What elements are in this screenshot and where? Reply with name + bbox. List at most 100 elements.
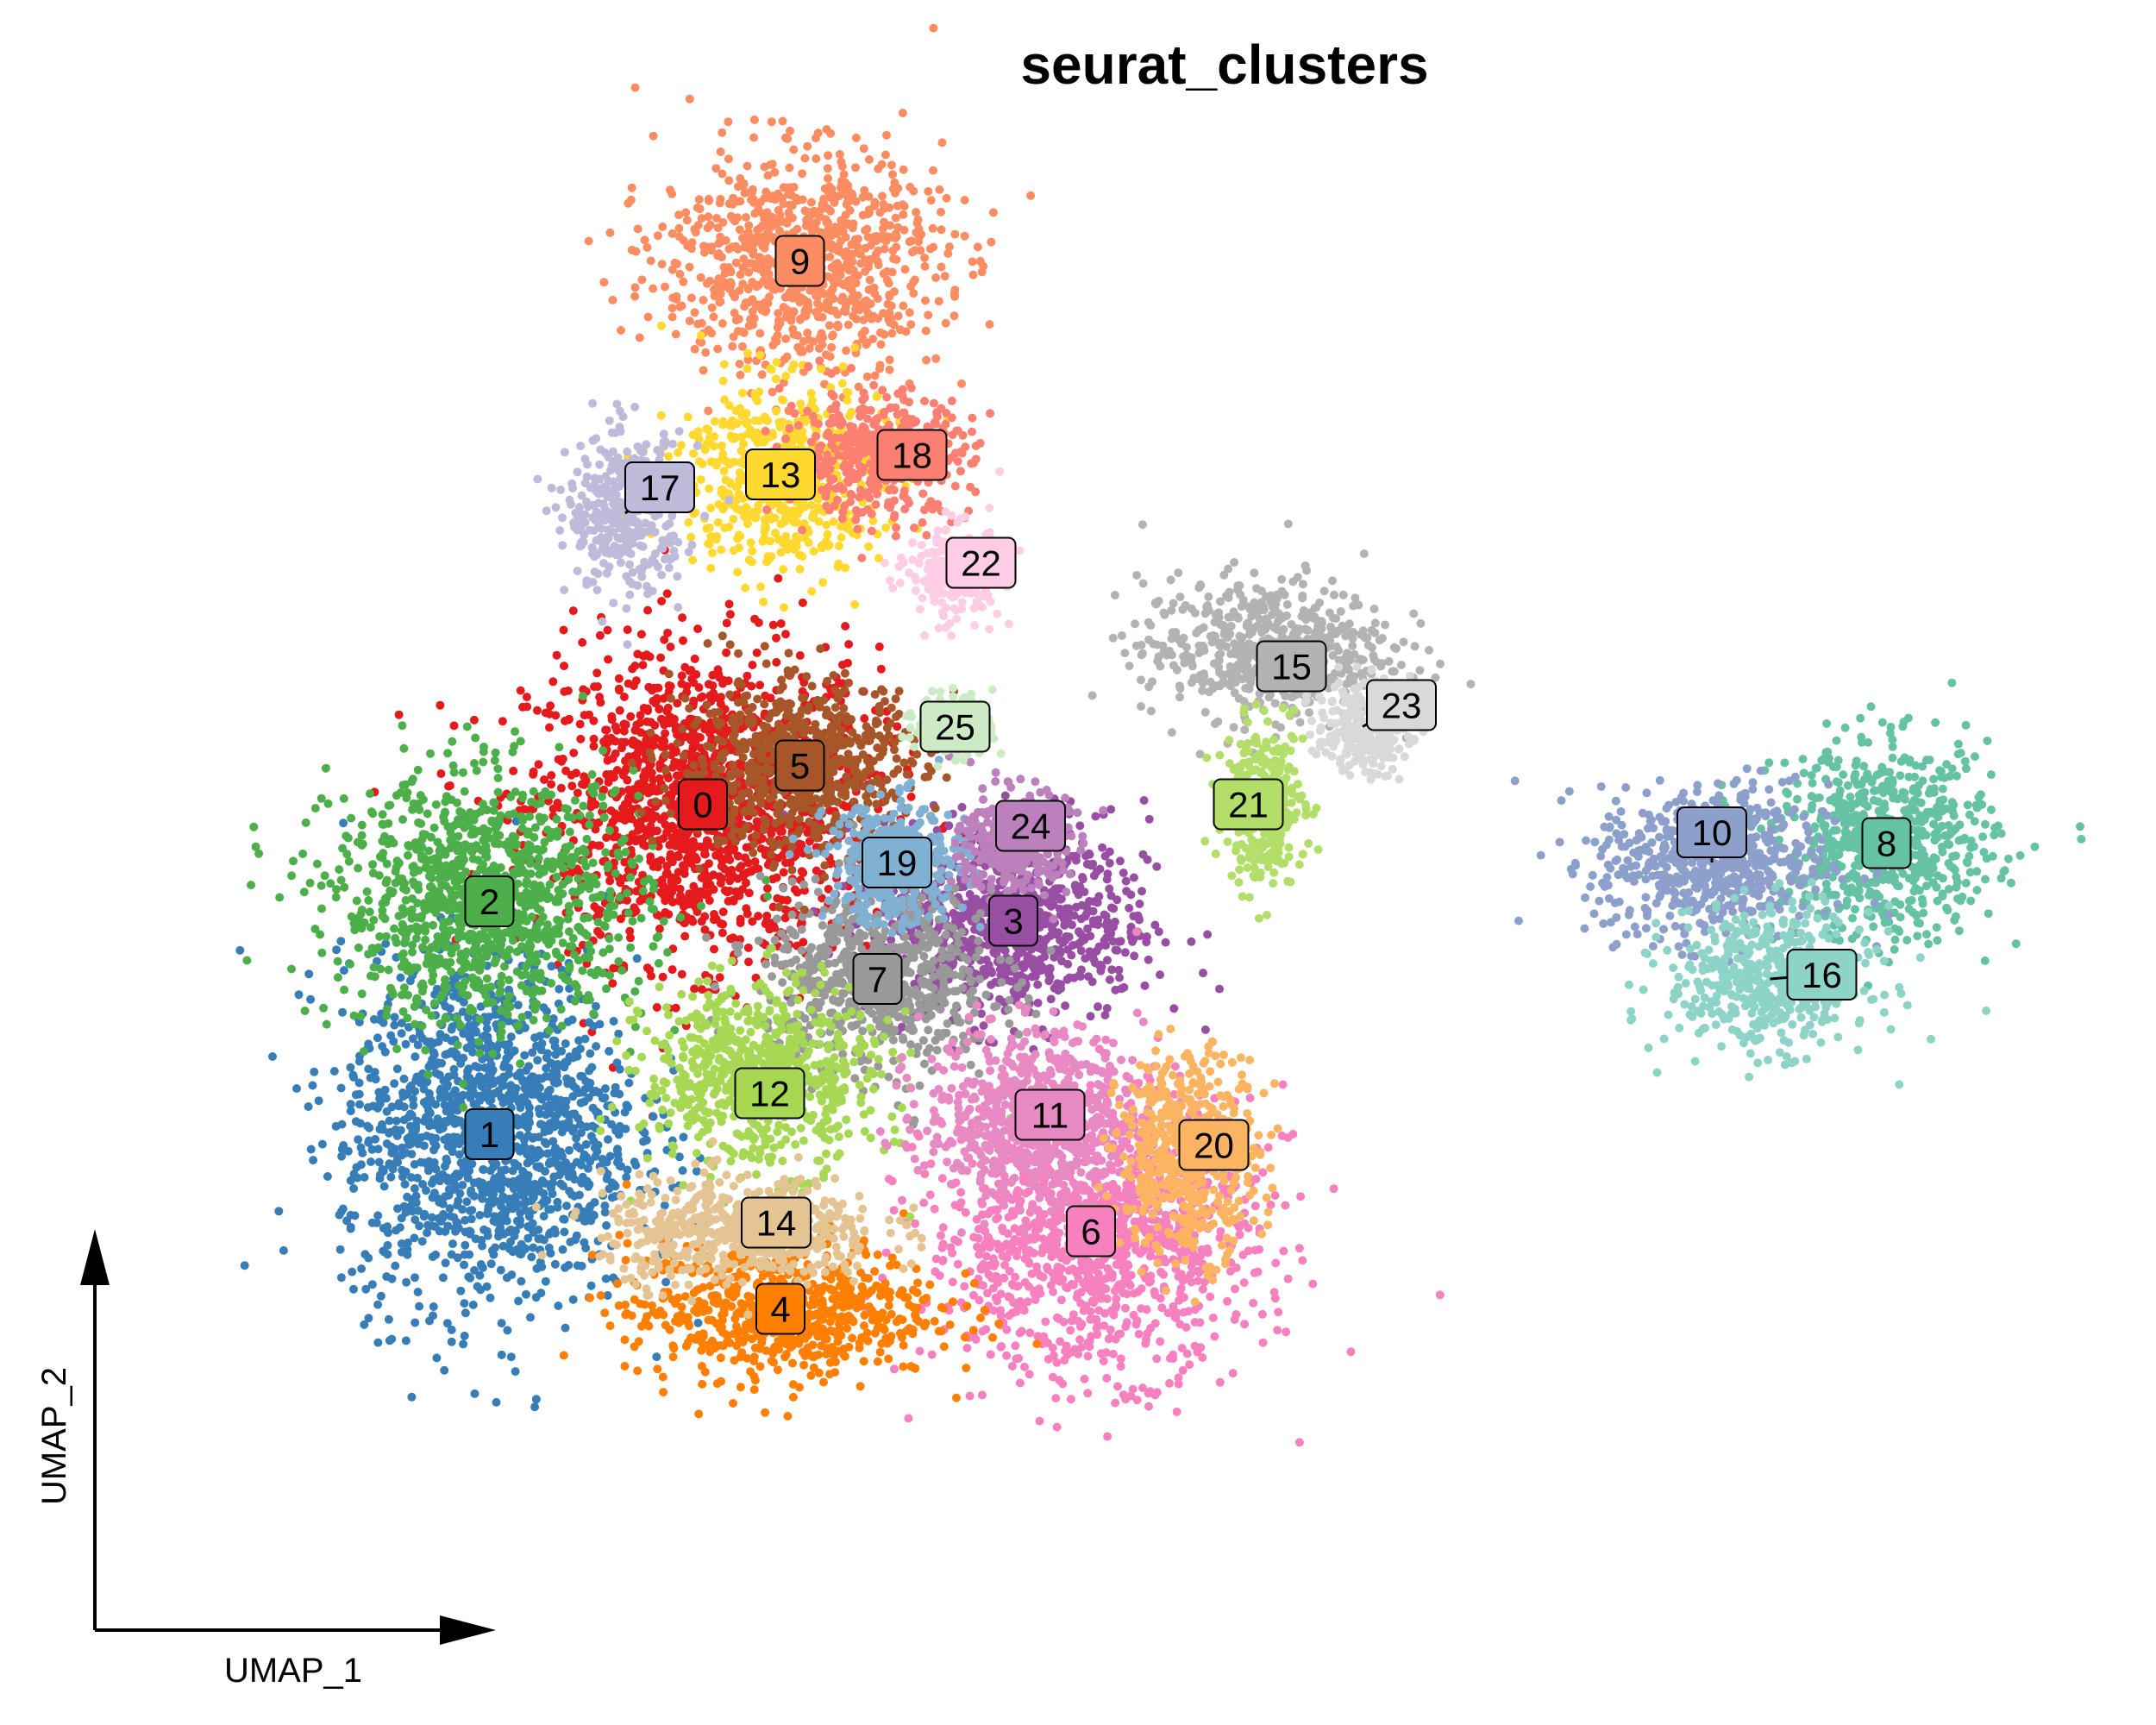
cluster-0-point	[844, 640, 854, 649]
cluster-0-point	[626, 712, 636, 721]
cluster-2-point	[542, 790, 551, 800]
cluster-0-point	[680, 932, 690, 941]
cluster-2-point	[298, 850, 308, 858]
cluster-6-point	[911, 1219, 920, 1228]
cluster-1-point	[497, 1201, 506, 1211]
cluster-0-point	[723, 846, 731, 856]
cluster-0-point	[659, 834, 668, 844]
cluster-1-point	[385, 1336, 394, 1346]
cluster-1-point	[591, 1001, 600, 1011]
cluster-1-point	[382, 1272, 392, 1282]
cluster-6-point	[1052, 1422, 1062, 1432]
cluster-1-point	[547, 1183, 555, 1193]
cluster-0-point	[545, 723, 554, 732]
cluster-1-point	[480, 1063, 490, 1072]
cluster-2-point	[482, 999, 492, 1008]
cluster-1-point	[373, 1033, 382, 1043]
cluster-6-point	[1013, 1302, 1023, 1312]
cluster-0-point	[611, 809, 620, 819]
cluster-2-point	[495, 831, 505, 840]
cluster-2-point	[305, 878, 315, 888]
cluster-6-point	[1174, 1379, 1183, 1389]
cluster-1-point	[380, 1047, 390, 1057]
cluster-2-point	[629, 766, 638, 775]
cluster-2-point	[384, 965, 393, 975]
cluster-0-point	[638, 870, 648, 880]
cluster-6-point	[1112, 1295, 1121, 1303]
cluster-1-point	[455, 1189, 465, 1198]
cluster-6-point	[889, 1206, 899, 1215]
cluster-1-point	[467, 1024, 477, 1033]
cluster-1-point	[568, 1295, 578, 1304]
cluster-1-point	[407, 1173, 416, 1182]
cluster-2-point	[605, 825, 614, 835]
cluster-6-point	[1169, 1350, 1178, 1359]
cluster-6-point	[1080, 1181, 1088, 1190]
cluster-6-point	[1123, 1228, 1132, 1238]
cluster-2-point	[423, 1070, 433, 1079]
cluster-6-point	[1080, 1374, 1089, 1383]
cluster-0-point	[670, 758, 680, 767]
cluster-2-point	[604, 861, 613, 870]
cluster-1-point	[528, 1219, 537, 1228]
cluster-0-point	[841, 622, 850, 630]
cluster-1-point	[379, 1182, 389, 1191]
cluster-1-point	[563, 1017, 573, 1026]
cluster-0-point	[725, 610, 735, 619]
cluster-6-point	[1085, 1284, 1094, 1294]
cluster-1-point	[612, 1058, 622, 1068]
cluster-6-point	[930, 1204, 939, 1214]
cluster-6-point	[999, 1273, 1008, 1283]
cluster-1-point	[422, 1186, 430, 1195]
cluster-0-point	[558, 754, 567, 763]
cluster-1-point	[526, 1157, 536, 1165]
cluster-1-point	[335, 1210, 344, 1220]
cluster-1-point	[462, 1197, 472, 1207]
cluster-1-point	[514, 1296, 523, 1306]
cluster-6-point	[1075, 1335, 1085, 1345]
cluster-1-point	[600, 1208, 610, 1217]
cluster-2-point	[571, 898, 580, 907]
cluster-6-point	[999, 1226, 1008, 1236]
cluster-6-points	[858, 1014, 1445, 1447]
cluster-1-point	[397, 1239, 406, 1248]
cluster-1-point	[586, 1078, 595, 1088]
cluster-2-point	[599, 812, 609, 822]
cluster-1-point	[240, 1261, 249, 1270]
cluster-1-point	[424, 1116, 434, 1126]
cluster-1-point	[397, 1029, 406, 1038]
cluster-1-point	[360, 1320, 369, 1329]
cluster-1-point	[580, 1216, 590, 1226]
cluster-1-point	[339, 819, 348, 828]
cluster-1-point	[563, 1122, 573, 1132]
cluster-0-point	[547, 771, 556, 780]
cluster-6-point	[1005, 1311, 1014, 1320]
cluster-1-point	[393, 1157, 403, 1167]
cluster-1-point	[361, 1284, 371, 1294]
cluster-0-point	[715, 973, 724, 982]
cluster-0-point	[560, 662, 568, 671]
cluster-0-point	[661, 729, 670, 738]
cluster-1-point	[452, 1217, 461, 1226]
cluster-0-point	[615, 706, 624, 715]
cluster-1-point	[337, 1151, 347, 1161]
cluster-1-point	[580, 1034, 590, 1044]
cluster-1-point	[274, 1207, 284, 1216]
cluster-0-point	[716, 879, 725, 888]
cluster-1-point	[482, 1073, 492, 1082]
cluster-1-point	[411, 1215, 420, 1225]
cluster-1-point	[442, 1157, 452, 1166]
cluster-0-point	[522, 693, 531, 702]
cluster-1-point	[447, 1025, 456, 1034]
cluster-6-point	[1043, 1236, 1052, 1245]
cluster-2-point	[474, 1038, 483, 1047]
cluster-0-point	[662, 868, 672, 877]
cluster-6-point	[989, 1306, 999, 1315]
cluster-6-point	[1137, 1284, 1146, 1293]
cluster-1-point	[572, 1231, 581, 1240]
cluster-0-point	[835, 679, 843, 688]
cluster-6-point	[1043, 1220, 1052, 1229]
cluster-1-point	[527, 1189, 536, 1198]
cluster-1-point	[470, 1389, 479, 1398]
cluster-0-point	[657, 597, 667, 605]
